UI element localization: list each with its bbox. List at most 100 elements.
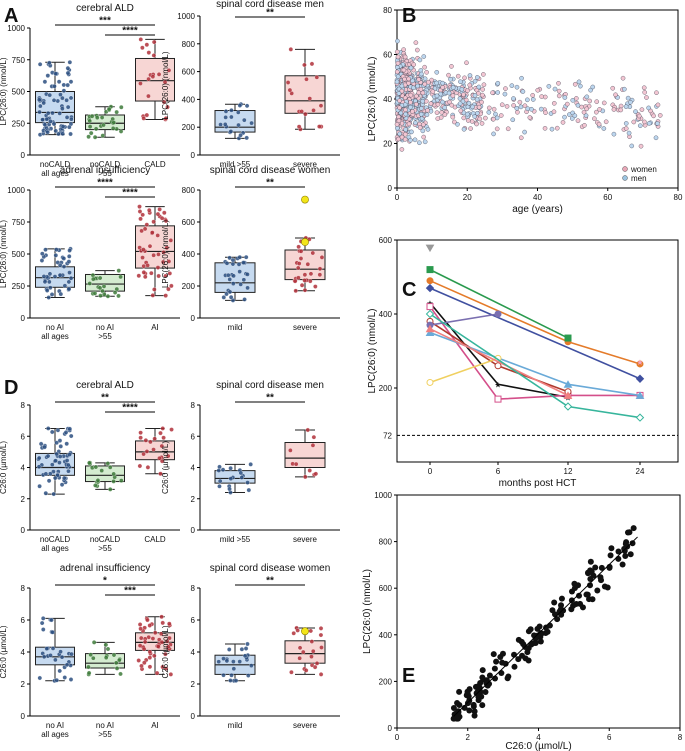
scatter-point [622,553,629,560]
line-marker [425,283,435,293]
scatter-point [469,119,475,124]
data-point [166,286,171,292]
data-point [304,76,309,82]
data-point [50,646,56,651]
panel-letter-B: B [402,5,416,27]
scatter-point [579,604,586,611]
data-point [139,228,144,234]
y-tick-label: 400 [182,250,196,259]
scatter-point [403,111,408,117]
data-point [305,262,311,267]
line-marker [494,362,502,370]
data-point [288,47,294,52]
scatter-point [425,108,430,113]
data-point [245,480,250,485]
data-point [317,266,323,272]
scatter-point [525,657,532,664]
data-point [227,647,232,652]
data-point [53,253,59,258]
scatter-point [395,125,400,131]
data-point [136,273,142,279]
scatter-point [627,551,634,558]
data-point [231,273,236,279]
x-tick-label: noCALD [90,535,120,544]
y-tick-label: 80 [383,6,392,15]
significance-label: *** [124,586,136,597]
data-point [53,458,58,463]
data-point [59,654,65,660]
line-marker [426,303,434,311]
data-point [137,643,143,648]
data-point [143,274,148,280]
scatter-point [422,64,427,70]
data-point [47,92,52,98]
panel-letter-E: E [402,665,415,687]
data-point [229,114,234,120]
scatter-point [615,548,622,555]
data-point [228,466,233,471]
data-point [311,434,317,440]
data-point [319,255,325,260]
data-point [45,110,51,116]
scatter-point [403,127,408,132]
y-tick-label: 400 [182,95,196,104]
data-point [152,436,157,442]
scatter-point [529,106,534,112]
scatter-point [438,91,443,97]
series-line-8 [425,328,645,399]
x-tick-label: severe [293,323,318,332]
x-tick-label: 40 [533,193,542,202]
scatter-point [535,87,541,93]
series-line-12 [425,309,645,422]
scatter-point [530,93,535,98]
y-tick-label: 200 [182,123,196,132]
data-point [111,479,116,484]
data-point [228,295,234,300]
data-point [217,464,222,470]
y-tick-label: 8 [21,584,26,593]
data-point [54,247,59,252]
x-tick-label: no AI [96,721,114,730]
scatter-point [409,129,414,135]
y-tick-label: 200 [182,282,196,291]
scatter-point [421,134,426,140]
box-group-1: no AI>55 [85,268,125,341]
data-point [287,87,293,93]
y-tick-label: 250 [12,282,26,291]
series-line-9 [426,354,502,386]
data-point [237,659,242,664]
scatter-point [494,126,500,132]
y-tick-label: 8 [191,401,196,410]
data-point [60,124,66,129]
x-tick-label: 12 [564,467,573,476]
scatter-point [597,107,602,112]
panel-title: spinal cord disease women [210,165,331,176]
data-point [86,664,91,670]
data-point [228,678,233,683]
scatter-point [424,112,430,118]
scatter-point [655,121,660,126]
scatter-point [520,89,526,94]
scatter-point [495,90,500,95]
x-tick-label: severe [293,160,318,169]
data-point [146,50,152,55]
scatter-point [623,126,629,131]
boxplot-d3: 0 2 4 6 8 C26:0 (µmol/L) adrenal insufficiency… [0,563,180,739]
data-point [100,133,106,138]
data-point [61,264,67,269]
scatter-point [482,689,489,696]
scatter-point [450,93,456,99]
data-point [296,244,301,250]
scatter-point [551,109,557,115]
scatter-point [455,122,460,127]
scatter-point [453,715,460,722]
scatter-point [399,83,405,89]
y-tick-label: 1000 [7,186,25,195]
data-point [36,455,42,461]
data-point [147,243,153,249]
y-tick-label: 0 [21,314,26,323]
x-tick-label: CALD [144,160,166,169]
data-point [243,646,249,651]
scatter-point [556,608,563,615]
data-point [89,114,95,119]
